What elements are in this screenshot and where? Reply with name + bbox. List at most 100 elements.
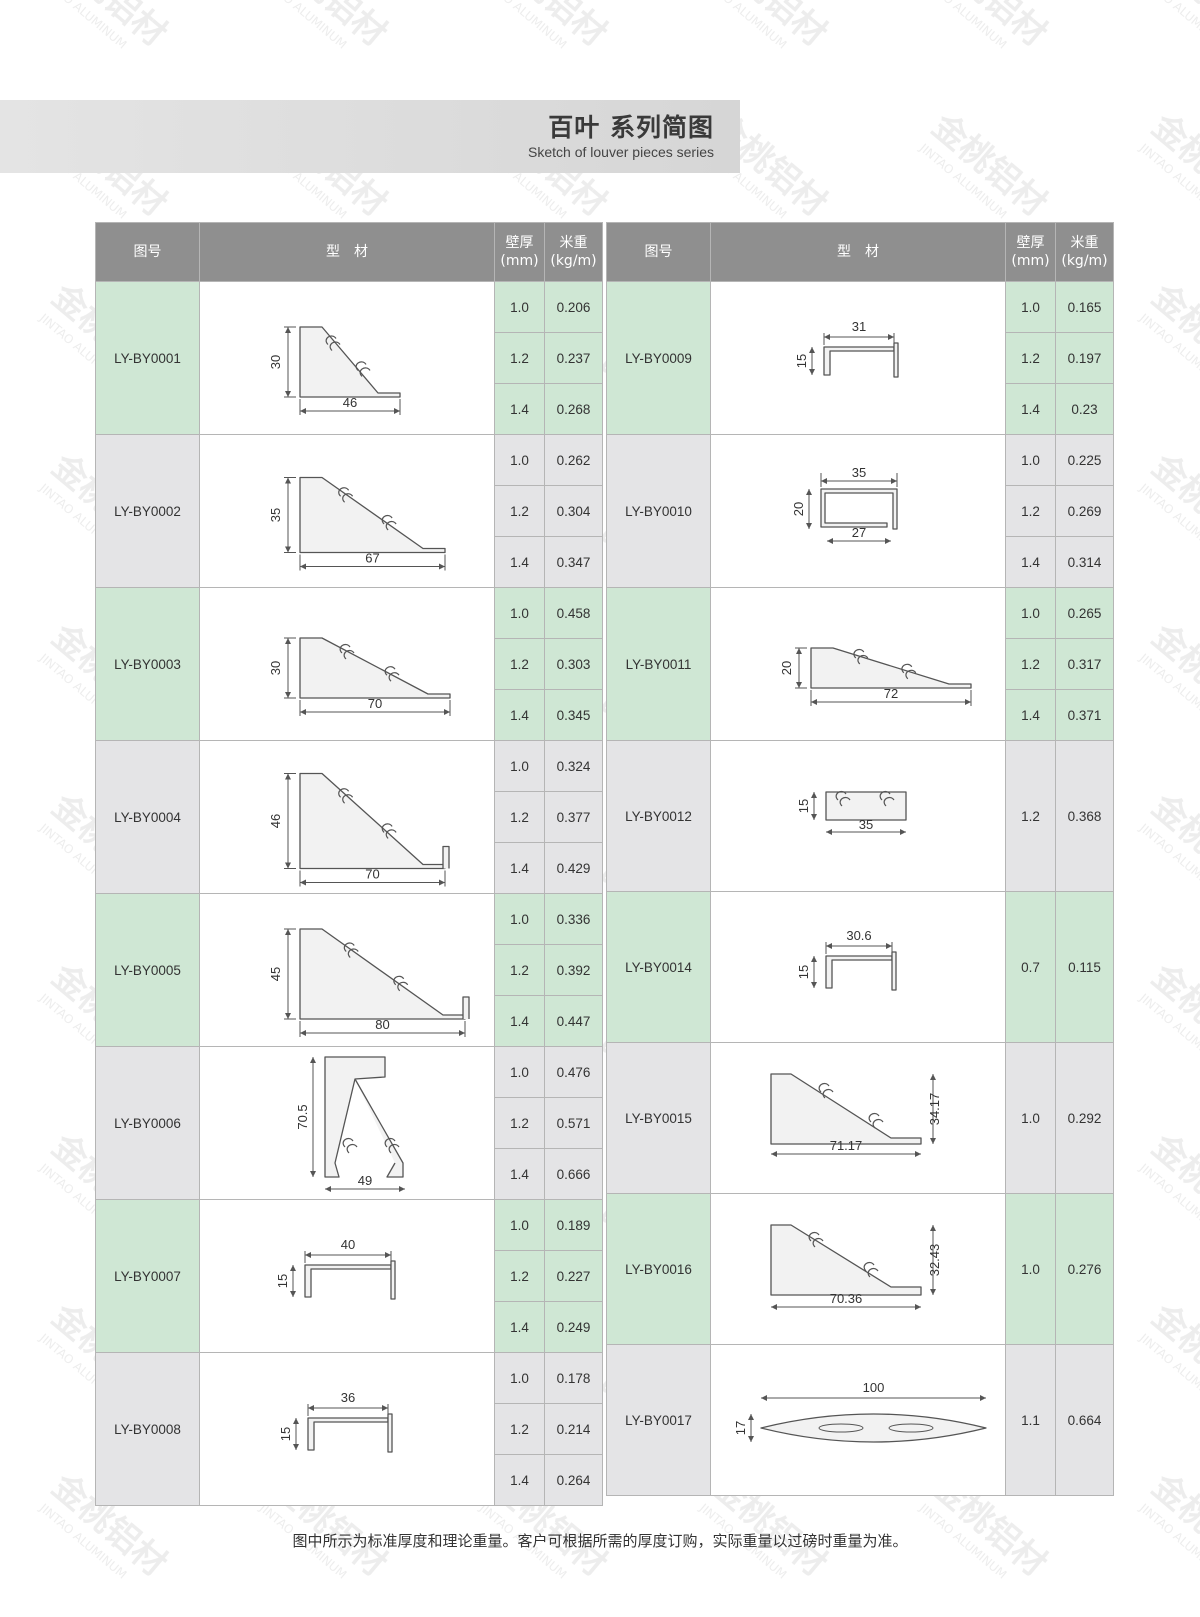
header-weight: 米重 (kg/m) — [544, 222, 603, 282]
profile-code: LY-BY0015 — [606, 1042, 711, 1194]
profile-sketch: 30.6 15 — [710, 891, 1006, 1043]
svg-text:金桃铝材: 金桃铝材 — [1143, 106, 1200, 225]
page-title: 百叶 系列简图 — [548, 113, 714, 142]
title-banner: 百叶 系列简图 Sketch of louver pieces series — [0, 100, 740, 173]
table-row: 1.2 0.571 — [96, 1097, 603, 1149]
table-row: LY-BY0010 35 20 27 1.0 0.225 — [606, 434, 1114, 588]
svg-text:JINTAO ALUMINUM: JINTAO ALUMINUM — [36, 0, 129, 52]
svg-text:15: 15 — [275, 1274, 290, 1288]
profile-code: LY-BY0003 — [95, 587, 200, 741]
thickness-cell: 1.2 — [494, 332, 545, 384]
profile-sketch: 46 70 — [199, 740, 495, 894]
left-spec-table: 图号 型 材 壁厚 (mm) 米重 (kg/m) LY-BY0001 30 46 1.0 0… — [95, 222, 603, 1506]
thickness-cell: 1.0 — [1005, 1193, 1056, 1345]
profile-code: LY-BY0010 — [606, 434, 711, 588]
thickness-cell: 1.2 — [494, 944, 545, 996]
thickness-cell: 1.4 — [1005, 536, 1056, 588]
thickness-cell: 1.4 — [494, 842, 545, 894]
header-weight: 米重 (kg/m) — [1055, 222, 1114, 282]
thickness-cell: 1.4 — [494, 689, 545, 741]
svg-text:71.17: 71.17 — [830, 1138, 863, 1153]
svg-text:金桃铝材: 金桃铝材 — [1143, 276, 1200, 395]
profile-code: LY-BY0007 — [95, 1199, 200, 1353]
svg-text:15: 15 — [796, 799, 811, 813]
svg-text:100: 100 — [863, 1380, 885, 1395]
table-row: 1.4 0.347 — [96, 536, 603, 588]
svg-text:49: 49 — [358, 1173, 372, 1188]
svg-text:17: 17 — [733, 1421, 748, 1435]
weight-cell: 0.292 — [1055, 1042, 1114, 1194]
thickness-cell: 1.2 — [494, 1403, 545, 1455]
svg-text:32.43: 32.43 — [927, 1244, 942, 1277]
thickness-cell: 1.0 — [494, 281, 545, 333]
svg-text:35: 35 — [268, 508, 283, 522]
thickness-cell: 1.2 — [494, 485, 545, 537]
table-row: 1.2 0.269 — [607, 485, 1114, 537]
weight-cell: 0.269 — [1055, 485, 1114, 537]
svg-text:金桃铝材: 金桃铝材 — [1143, 1126, 1200, 1245]
header-thickness: 壁厚 (mm) — [494, 222, 545, 282]
header-weight-label: 米重 (kg/m) — [550, 235, 597, 269]
table-row: 1.4 0.345 — [96, 689, 603, 741]
profile-code: LY-BY0014 — [606, 891, 711, 1043]
table-row: LY-BY0011 20 72 1.0 0.265 — [606, 587, 1114, 741]
thickness-cell: 1.0 — [494, 434, 545, 486]
right-spec-table: 图号 型 材 壁厚 (mm) 米重 (kg/m) LY-BY0009 31 15 1.0 0… — [606, 222, 1114, 1496]
header-code: 图号 — [606, 222, 711, 282]
footnote: 图中所示为标准厚度和理论重量。客户可根据所需的厚度订购，实际重量以过磅时重量为准… — [292, 1532, 908, 1550]
weight-cell: 0.276 — [1055, 1193, 1114, 1345]
svg-text:JINTAO ALUMINUM: JINTAO ALUMINUM — [696, 0, 789, 52]
profile-code: LY-BY0008 — [95, 1352, 200, 1506]
svg-text:40: 40 — [341, 1237, 355, 1252]
thickness-cell: 1.4 — [494, 995, 545, 1047]
svg-text:JINTAO ALUMINUM: JINTAO ALUMINUM — [1136, 0, 1200, 52]
thickness-cell: 1.0 — [1005, 281, 1056, 333]
weight-cell: 0.666 — [544, 1148, 603, 1200]
profile-sketch: 30 46 — [199, 281, 495, 435]
svg-text:20: 20 — [779, 661, 794, 675]
profile-drawing: 100 17 — [733, 1380, 987, 1443]
table-row: LY-BY0016 32.43 70.36 1.0 0.276 — [606, 1193, 1114, 1345]
table-row: 1.4 0.447 — [96, 995, 603, 1047]
svg-text:27: 27 — [852, 525, 866, 540]
thickness-cell: 1.0 — [1005, 1042, 1056, 1194]
svg-text:67: 67 — [365, 551, 379, 566]
svg-text:31: 31 — [852, 319, 866, 334]
thickness-cell: 0.7 — [1005, 891, 1056, 1043]
svg-text:金桃铝材: 金桃铝材 — [1143, 0, 1200, 54]
svg-text:30.6: 30.6 — [846, 928, 871, 943]
weight-cell: 0.262 — [544, 434, 603, 486]
profile-drawing: 70.5 49 — [295, 1056, 405, 1192]
table-row: LY-BY0007 40 15 1.0 0.189 — [95, 1199, 603, 1353]
svg-text:金桃铝材: 金桃铝材 — [703, 0, 834, 54]
svg-text:金桃铝材: 金桃铝材 — [263, 0, 394, 54]
thickness-cell: 1.0 — [494, 1199, 545, 1251]
table-row: 1.4 0.314 — [607, 536, 1114, 588]
svg-text:72: 72 — [884, 686, 898, 701]
page-subtitle: Sketch of louver pieces series — [528, 144, 714, 160]
thickness-cell: 1.4 — [494, 1454, 545, 1506]
weight-cell: 0.178 — [544, 1352, 603, 1404]
table-row: LY-BY0008 36 15 1.0 0.178 — [95, 1352, 603, 1506]
svg-text:JINTAO ALUMINUM: JINTAO ALUMINUM — [1136, 140, 1200, 221]
header-thickness-label: 壁厚 (mm) — [500, 235, 539, 269]
table-row: 1.2 0.317 — [607, 638, 1114, 690]
svg-text:JINTAO ALUMINUM: JINTAO ALUMINUM — [916, 140, 1009, 221]
svg-text:JINTAO ALUMINUM: JINTAO ALUMINUM — [256, 0, 349, 52]
table-row: LY-BY0014 30.6 15 0.7 0.115 — [606, 891, 1114, 1043]
table-row: 1.2 0.237 — [96, 332, 603, 384]
profile-drawing: 31 15 — [794, 319, 899, 378]
weight-cell: 0.264 — [544, 1454, 603, 1506]
svg-text:30: 30 — [268, 355, 283, 369]
thickness-cell: 1.1 — [1005, 1344, 1056, 1496]
svg-text:JINTAO ALUMINUM: JINTAO ALUMINUM — [1136, 990, 1200, 1071]
profile-sketch: 31 15 — [710, 281, 1006, 435]
thickness-cell: 1.4 — [494, 536, 545, 588]
profile-drawing: 40 15 — [275, 1237, 396, 1300]
profile-sketch: 40 15 — [199, 1199, 495, 1353]
weight-cell: 0.429 — [544, 842, 603, 894]
svg-text:35: 35 — [852, 465, 866, 480]
weight-cell: 0.189 — [544, 1199, 603, 1251]
profile-sketch: 15 35 — [710, 740, 1006, 892]
